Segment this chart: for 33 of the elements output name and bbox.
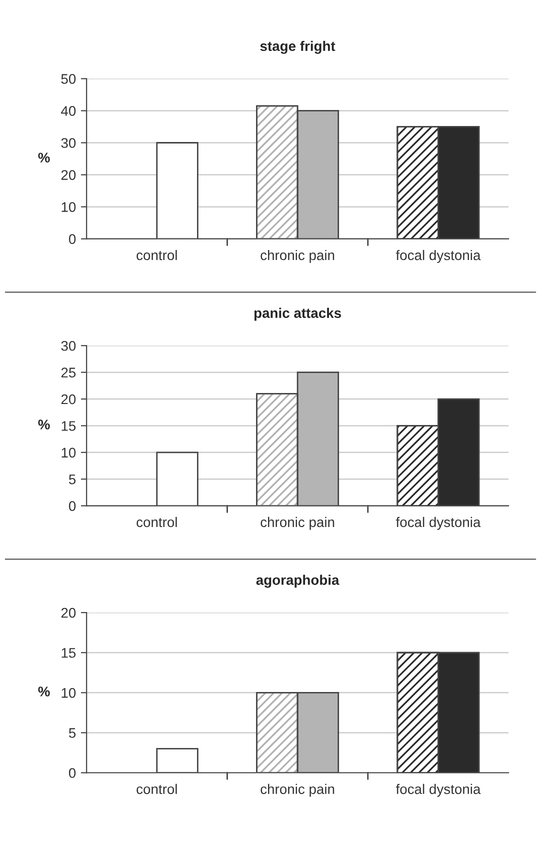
y-tick-label: 20 — [61, 394, 76, 404]
x-tick-label: control — [136, 516, 177, 528]
chart-title: panic attacks — [254, 308, 341, 321]
chart-title: stage fright — [260, 40, 336, 54]
x-tick-label: chronic pain — [260, 784, 334, 797]
y-axis-title: % — [38, 686, 50, 696]
y-axis-title: % — [38, 152, 50, 162]
x-tick-label: focal dystonia — [396, 784, 481, 797]
y-tick-label: 0 — [68, 768, 76, 778]
y-tick-label: 15 — [62, 421, 76, 431]
x-tick-label: focal dystonia — [396, 250, 481, 263]
y-tick-label: 30 — [61, 340, 76, 351]
y-tick-label: 50 — [61, 74, 76, 84]
y-tick-label: 10 — [62, 688, 76, 698]
y-tick-label: 5 — [68, 474, 76, 484]
y-tick-label: 10 — [62, 448, 76, 458]
y-tick-label: 20 — [61, 608, 76, 618]
x-tick-label: chronic pain — [260, 250, 334, 263]
y-tick-label: 10 — [62, 202, 76, 212]
y-axis-title: % — [38, 420, 50, 430]
x-tick-label: focal dystonia — [396, 516, 481, 530]
x-tick-label: control — [136, 784, 177, 794]
y-tick-label: 0 — [68, 501, 76, 511]
y-tick-label: 5 — [68, 728, 76, 738]
y-tick-label: 0 — [68, 234, 76, 244]
y-tick-label: 40 — [61, 106, 76, 116]
x-tick-label: control — [136, 250, 177, 260]
y-tick-label: 20 — [61, 170, 76, 180]
chart-title: agoraphobia — [256, 574, 340, 588]
y-tick-label: 15 — [62, 648, 76, 658]
x-tick-label: chronic pain — [260, 516, 334, 530]
y-tick-label: 30 — [61, 138, 76, 148]
y-tick-label: 25 — [61, 368, 76, 378]
